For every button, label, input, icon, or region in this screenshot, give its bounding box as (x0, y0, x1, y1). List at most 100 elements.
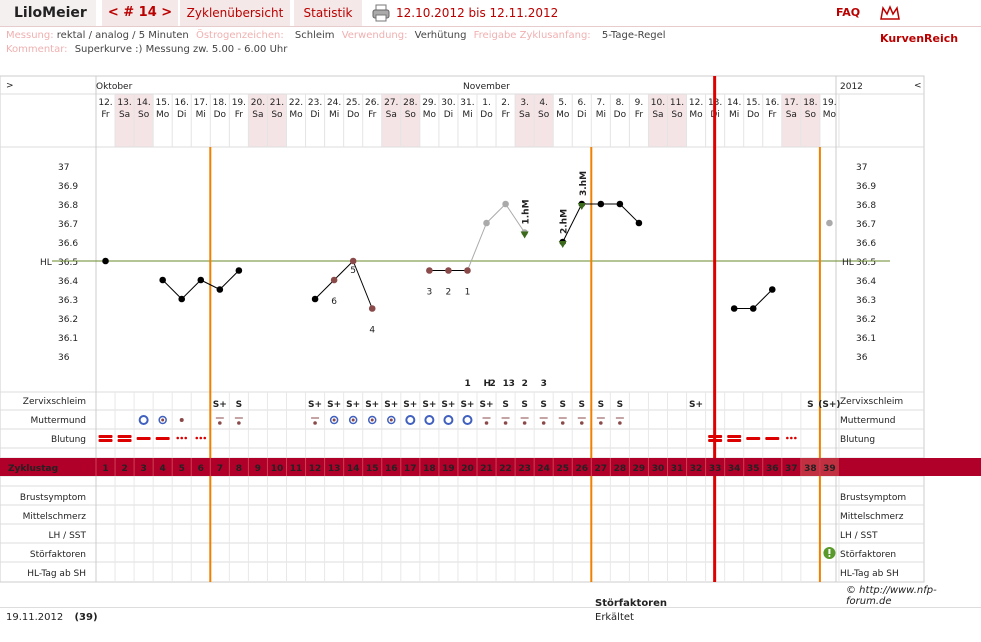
temp-segment (619, 203, 640, 224)
cervix-mark: S (521, 400, 527, 410)
stoerfaktor-icon-dot (828, 555, 831, 557)
cycle-info: Messung: rektal / analog / 5 Minuten Öst… (6, 29, 666, 57)
day-weekday: Di (577, 110, 586, 120)
day-date: 27. (384, 98, 398, 108)
weekend-shade (800, 94, 820, 147)
temp-point (464, 267, 471, 274)
cycle-day-number: 36 (766, 464, 779, 474)
count-label: 6 (331, 297, 337, 307)
cycle-navigator[interactable]: < # 14 > (102, 0, 178, 26)
crown-icon (880, 5, 900, 20)
cervix-position-dot (484, 421, 489, 425)
cervix-position-dot (313, 421, 317, 425)
messung-label: Messung: (6, 30, 54, 41)
y-tick-left: 36.2 (58, 315, 78, 325)
temp-segment (752, 289, 773, 309)
messung-value: rektal / analog / 5 Minuten (56, 30, 189, 41)
cycle-day-band (0, 458, 981, 476)
cycle-day-number: 21 (480, 464, 493, 474)
day-weekday: Do (347, 110, 360, 120)
cervix-position-dot (579, 421, 584, 425)
footer-divider (0, 607, 981, 608)
footer-date: 19.11.2012 (6, 612, 64, 623)
freigabe-label: Freigabe Zyklusanfang: (473, 30, 591, 41)
cycle-day-number: 35 (747, 464, 760, 474)
temp-point (749, 305, 757, 312)
cycle-period: 12.10.2012 bis 12.11.2012 (396, 6, 559, 20)
cycle-day-number: 5 (179, 464, 185, 474)
stoerfaktoren-value: Erkältet (595, 612, 634, 623)
row-label-right-stoer: Störfaktoren (840, 550, 896, 560)
bleeding-mark (117, 439, 132, 442)
day-date: 21. (270, 98, 284, 108)
temp-point (368, 305, 376, 312)
lh-marker: 1 (503, 379, 509, 389)
cervix-mark: S (617, 400, 623, 410)
temp-point (102, 257, 109, 265)
day-weekday: Mo (156, 110, 170, 120)
day-date: 13. (117, 98, 131, 108)
temp-point (178, 295, 186, 303)
cycle-day-number: 14 (347, 464, 360, 474)
weekend-shade (534, 94, 554, 147)
bleeding-mark (136, 437, 151, 440)
cervix-mark: S+ (689, 400, 703, 410)
weekend-shade (667, 94, 687, 147)
temp-point (635, 219, 643, 227)
bleeding-mark (727, 439, 742, 442)
faq-link[interactable]: FAQ (836, 6, 861, 19)
cycle-day-number: 7 (217, 464, 223, 474)
temp-point (235, 267, 243, 274)
copyright[interactable]: © http://www.nfp-forum.de (846, 585, 937, 607)
temp-segment (486, 203, 506, 224)
day-weekday: So (671, 110, 683, 120)
temp-segment (162, 279, 183, 300)
cycle-day-number: 15 (366, 464, 379, 474)
cervix-position-dot (541, 421, 546, 425)
day-weekday: Sa (652, 110, 663, 120)
row-label-right-mm: Muttermund (840, 416, 896, 426)
day-weekday: Di (177, 110, 186, 120)
cycle-day-number: 18 (423, 464, 436, 474)
day-date: 16. (175, 98, 189, 108)
temp-point (426, 267, 433, 274)
logo[interactable]: KurvenReich (880, 0, 980, 45)
temp-segment (562, 203, 583, 243)
print-icon[interactable] (372, 4, 390, 22)
cycle-day-number: 34 (728, 464, 741, 474)
weekend-shade (400, 94, 420, 147)
count-label: 4 (369, 326, 375, 336)
user-name[interactable]: LiloMeier (0, 0, 96, 26)
cycle-day-number: 1 (102, 464, 108, 474)
cervix-position-mark (348, 415, 358, 425)
y-tick-left: 36.6 (58, 239, 78, 249)
y-tick-left: 36 (58, 353, 70, 363)
month-label: Oktober (96, 82, 133, 92)
higher-measurement-label: 1.hM (522, 199, 532, 224)
y-tick-right: 36.5 (856, 258, 876, 268)
cervix-position-dot (560, 421, 565, 425)
day-date: 11. (670, 98, 684, 108)
tab-statistik[interactable]: Statistik (294, 0, 362, 26)
day-date: 10. (651, 98, 665, 108)
day-weekday: Mi (596, 110, 606, 120)
higher-measurement-label: 2.hM (560, 209, 570, 234)
day-date: 28. (403, 98, 417, 108)
cycle-day-number: 3 (140, 464, 146, 474)
top-bar: LiloMeier < # 14 > Zyklenübersicht Stati… (0, 0, 981, 45)
cervix-position-dot (618, 421, 622, 425)
y-tick-right: 36.3 (856, 296, 876, 306)
row-label-right-cervix: Zervixschleim (840, 397, 903, 407)
cycle-day-number: 12 (309, 464, 322, 474)
cycle-day-number: 4 (160, 464, 166, 474)
day-date: 17. (194, 98, 208, 108)
cervix-mark: S+ (308, 400, 322, 410)
cycle-day-number: 30 (652, 464, 665, 474)
day-weekday: Fr (635, 110, 644, 120)
temp-point (349, 257, 357, 265)
temp-point (445, 267, 452, 274)
cervix-mark: S+ (480, 400, 494, 410)
cycle-day-number: 11 (290, 464, 303, 474)
tab-zyklenuebersicht[interactable]: Zyklenübersicht (180, 0, 290, 26)
kommentar-label: Kommentar: (6, 44, 68, 55)
